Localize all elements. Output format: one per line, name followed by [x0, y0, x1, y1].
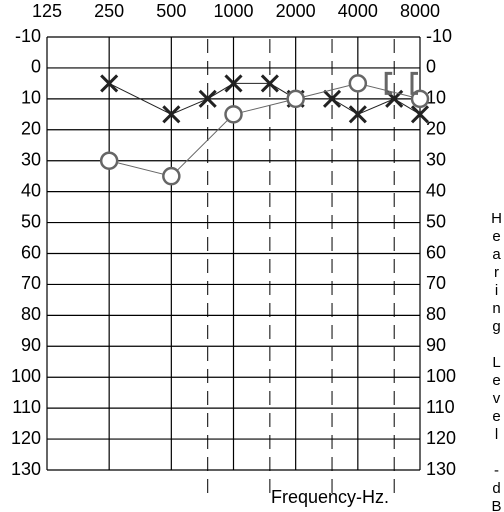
y-tick-label: 40: [21, 180, 41, 200]
y-tick-label: 100: [11, 366, 41, 386]
y2-tick-label: 130: [426, 459, 456, 479]
o-marker: [224, 105, 243, 124]
y2-tick-label: 90: [426, 335, 446, 355]
x-marker: [224, 74, 243, 93]
y-tick-label: 30: [21, 149, 41, 169]
y2-tick-label: 30: [426, 149, 446, 169]
y-tick-label: 70: [21, 273, 41, 293]
x-tick-label: 500: [156, 1, 186, 21]
y-tick-label: 120: [11, 428, 41, 448]
y-tick-label: 0: [31, 57, 41, 77]
x-marker: [100, 74, 119, 93]
x-tick-label: 250: [94, 1, 124, 21]
y-tick-label: 60: [21, 242, 41, 262]
y2-tick-label: 0: [426, 57, 436, 77]
y2-tick-label: 120: [426, 428, 456, 448]
series-line: [109, 82, 421, 177]
x-marker: [260, 74, 279, 93]
bracket-marker: [384, 71, 393, 95]
o-marker: [348, 74, 368, 93]
y2-tick-label: 80: [426, 304, 446, 324]
x-tick-label: 4000: [338, 1, 378, 21]
x-axis-label: Frequency-Hz.: [271, 487, 389, 507]
y-tick-label: 50: [21, 211, 41, 231]
x-marker: [322, 89, 342, 108]
bracket-marker: [410, 71, 418, 95]
x-tick-label: 125: [32, 1, 62, 21]
y2-tick-label: 60: [426, 242, 446, 262]
y2-tick-label: 110: [426, 397, 455, 417]
y2-tick-label: 20: [426, 119, 446, 139]
y2-tick-label: 100: [426, 366, 456, 386]
y2-tick-label: 70: [426, 273, 446, 293]
x-tick-label: 2000: [276, 1, 316, 21]
o-marker: [99, 151, 119, 170]
y-tick-label: 20: [21, 119, 41, 139]
y2-axis-label: Hearing Level -dB.: [488, 210, 504, 512]
y-tick-label: -10: [15, 26, 41, 46]
y2-tick-label: -10: [426, 26, 452, 46]
x-marker: [162, 105, 181, 124]
x-marker: [198, 89, 217, 108]
y-tick-label: 90: [21, 335, 41, 355]
y-tick-label: 10: [21, 88, 41, 108]
o-marker: [286, 89, 305, 109]
y2-tick-label: 50: [426, 211, 446, 231]
y-tick-label: 130: [11, 459, 41, 479]
series-line: [108, 82, 421, 115]
x-marker: [410, 105, 430, 124]
x-marker: [348, 105, 367, 124]
o-marker: [162, 166, 181, 186]
y-tick-label: 110: [12, 397, 41, 417]
y2-tick-label: 40: [426, 180, 446, 200]
y2-tick-label: 10: [426, 88, 446, 108]
x-tick-label: 1000: [213, 1, 253, 21]
y-tick-label: 80: [21, 304, 41, 324]
x-tick-label: 8000: [400, 1, 440, 21]
